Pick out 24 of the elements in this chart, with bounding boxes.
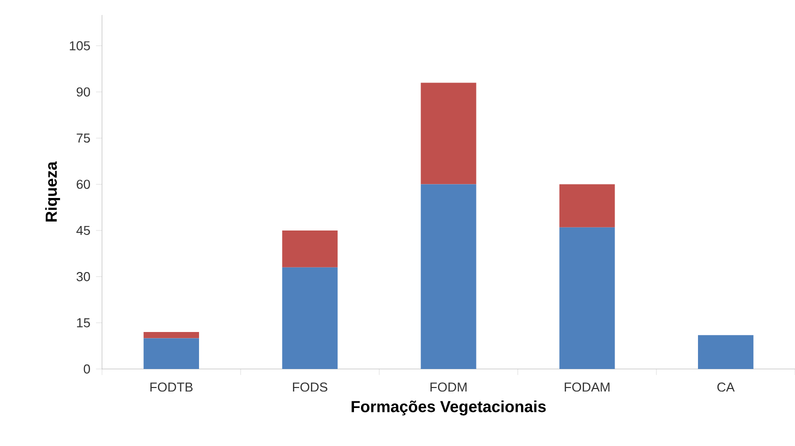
bar bbox=[282, 267, 338, 369]
y-tick-label: 75 bbox=[76, 134, 90, 143]
x-tick-label: FODAM bbox=[564, 382, 610, 392]
y-axis-title: Riqueza bbox=[45, 161, 60, 222]
x-tick-label: CA bbox=[717, 382, 735, 392]
bar bbox=[420, 184, 476, 369]
y-tick-label: 45 bbox=[76, 226, 90, 235]
x-axis-title: Formações Vegetacionais bbox=[352, 400, 546, 416]
y-tick-label: 0 bbox=[84, 364, 90, 374]
bar bbox=[559, 227, 615, 369]
x-tick-label: FODM bbox=[430, 382, 467, 392]
y-tick-label: 15 bbox=[77, 318, 90, 328]
bar bbox=[144, 338, 200, 369]
bar bbox=[698, 335, 754, 369]
y-tick-label: 60 bbox=[76, 180, 90, 189]
x-tick-label: FODTB bbox=[150, 382, 193, 392]
bar bbox=[559, 184, 615, 228]
bar bbox=[144, 332, 200, 338]
y-tick-label: 30 bbox=[76, 272, 90, 282]
bar bbox=[282, 230, 338, 268]
y-tick-label: 105 bbox=[70, 41, 90, 50]
y-tick-label: 90 bbox=[76, 87, 90, 97]
x-tick-label: FODS bbox=[292, 382, 328, 392]
bar bbox=[420, 82, 476, 184]
